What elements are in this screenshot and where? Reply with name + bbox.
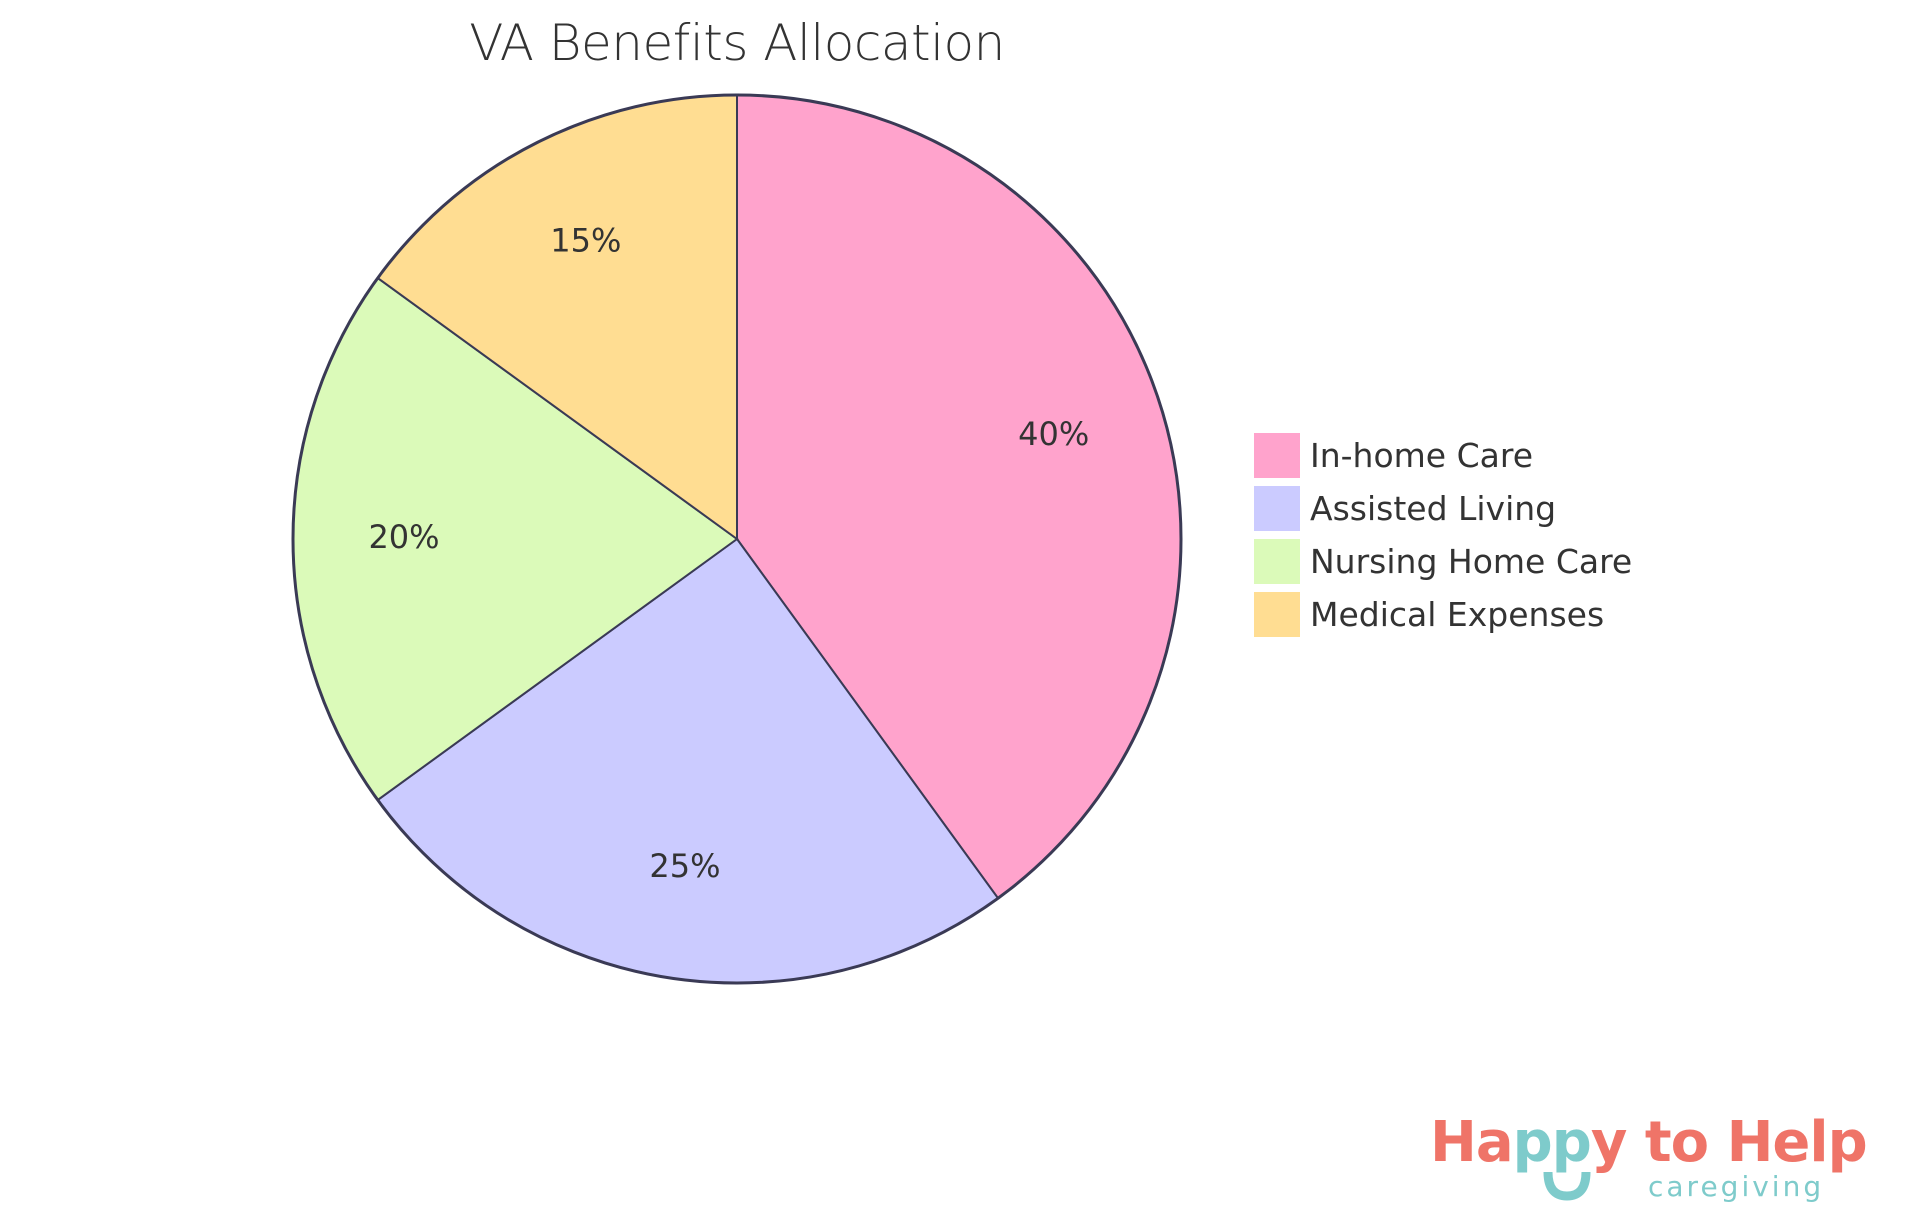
legend-item-in-home-care: In-home Care — [1254, 433, 1632, 478]
brand-logo: Happy to Help caregiving — [1420, 1110, 1900, 1210]
logo-text-part: Ha — [1430, 1110, 1514, 1175]
legend-swatch — [1254, 539, 1300, 584]
legend-label: Assisted Living — [1310, 489, 1557, 528]
legend-label: In-home Care — [1310, 436, 1534, 475]
chart-title: VA Benefits Allocation — [469, 14, 1005, 72]
logo-subtitle: caregiving — [1648, 1170, 1825, 1203]
legend-item-nursing-home-care: Nursing Home Care — [1254, 539, 1632, 584]
legend-swatch — [1254, 486, 1300, 531]
legend-swatch — [1254, 433, 1300, 478]
pie-labels: 40% 25% 20% 15% — [368, 221, 1089, 885]
pie-slices — [291, 93, 1183, 985]
legend-swatch — [1254, 592, 1300, 637]
legend-item-medical-expenses: Medical Expenses — [1254, 592, 1632, 637]
slice-label: 15% — [550, 221, 621, 259]
logo-text-part: pp — [1512, 1110, 1592, 1175]
legend-label: Medical Expenses — [1310, 595, 1605, 634]
slice-label: 25% — [649, 847, 720, 885]
slice-label: 20% — [368, 518, 439, 556]
logo-wordmark: Happy to Help — [1430, 1110, 1868, 1175]
pie-outline — [291, 93, 1183, 985]
legend: In-home Care Assisted Living Nursing Hom… — [1254, 433, 1632, 645]
legend-label: Nursing Home Care — [1310, 542, 1633, 581]
slice-label: 40% — [1018, 415, 1089, 453]
logo-text-part: y to Help — [1590, 1110, 1868, 1175]
smile-icon — [1543, 1171, 1591, 1201]
legend-item-assisted-living: Assisted Living — [1254, 486, 1632, 531]
